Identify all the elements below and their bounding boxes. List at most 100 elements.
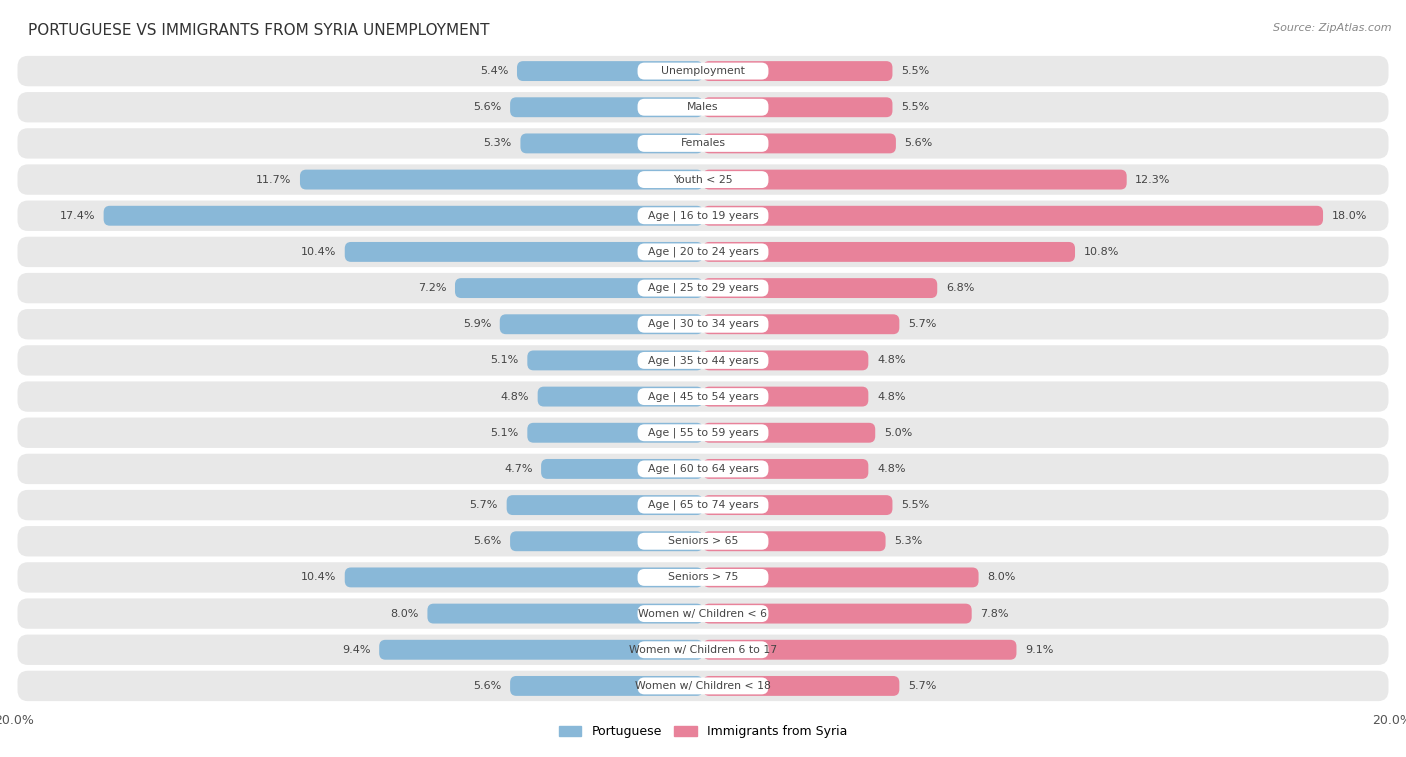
Text: Women w/ Children < 18: Women w/ Children < 18 [636,681,770,691]
Legend: Portuguese, Immigrants from Syria: Portuguese, Immigrants from Syria [554,721,852,743]
FancyBboxPatch shape [510,98,703,117]
FancyBboxPatch shape [17,345,1389,375]
FancyBboxPatch shape [637,63,769,79]
Text: 5.3%: 5.3% [894,536,922,547]
FancyBboxPatch shape [703,531,886,551]
FancyBboxPatch shape [17,634,1389,665]
FancyBboxPatch shape [703,640,1017,659]
Text: Age | 35 to 44 years: Age | 35 to 44 years [648,355,758,366]
FancyBboxPatch shape [637,316,769,333]
Text: 5.6%: 5.6% [474,536,502,547]
FancyBboxPatch shape [637,533,769,550]
FancyBboxPatch shape [703,170,1126,189]
Text: PORTUGUESE VS IMMIGRANTS FROM SYRIA UNEMPLOYMENT: PORTUGUESE VS IMMIGRANTS FROM SYRIA UNEM… [28,23,489,38]
Text: 5.5%: 5.5% [901,66,929,76]
Text: Age | 25 to 29 years: Age | 25 to 29 years [648,283,758,293]
FancyBboxPatch shape [344,568,703,587]
Text: Seniors > 65: Seniors > 65 [668,536,738,547]
FancyBboxPatch shape [703,314,900,334]
Text: 5.4%: 5.4% [479,66,509,76]
Text: 8.0%: 8.0% [391,609,419,618]
Text: Age | 65 to 74 years: Age | 65 to 74 years [648,500,758,510]
FancyBboxPatch shape [703,242,1076,262]
Text: 5.5%: 5.5% [901,500,929,510]
Text: 5.9%: 5.9% [463,319,491,329]
FancyBboxPatch shape [637,171,769,188]
FancyBboxPatch shape [637,424,769,441]
Text: Age | 45 to 54 years: Age | 45 to 54 years [648,391,758,402]
FancyBboxPatch shape [17,164,1389,195]
FancyBboxPatch shape [17,490,1389,520]
Text: 8.0%: 8.0% [987,572,1015,582]
Text: Women w/ Children < 6: Women w/ Children < 6 [638,609,768,618]
FancyBboxPatch shape [637,569,769,586]
FancyBboxPatch shape [637,388,769,405]
FancyBboxPatch shape [637,460,769,478]
FancyBboxPatch shape [637,605,769,622]
Text: 9.4%: 9.4% [342,645,371,655]
Text: 4.8%: 4.8% [877,391,905,401]
FancyBboxPatch shape [637,279,769,297]
FancyBboxPatch shape [703,423,875,443]
Text: 17.4%: 17.4% [59,210,96,221]
Text: 10.8%: 10.8% [1084,247,1119,257]
FancyBboxPatch shape [456,278,703,298]
FancyBboxPatch shape [17,92,1389,123]
Text: Youth < 25: Youth < 25 [673,175,733,185]
FancyBboxPatch shape [637,678,769,694]
FancyBboxPatch shape [299,170,703,189]
Text: Age | 30 to 34 years: Age | 30 to 34 years [648,319,758,329]
Text: 5.7%: 5.7% [908,681,936,691]
FancyBboxPatch shape [637,207,769,224]
FancyBboxPatch shape [17,562,1389,593]
FancyBboxPatch shape [104,206,703,226]
FancyBboxPatch shape [637,135,769,152]
Text: Age | 60 to 64 years: Age | 60 to 64 years [648,464,758,474]
FancyBboxPatch shape [17,598,1389,629]
FancyBboxPatch shape [499,314,703,334]
FancyBboxPatch shape [17,309,1389,339]
FancyBboxPatch shape [527,350,703,370]
FancyBboxPatch shape [17,453,1389,484]
Text: 4.8%: 4.8% [501,391,529,401]
Text: 7.8%: 7.8% [980,609,1008,618]
FancyBboxPatch shape [527,423,703,443]
FancyBboxPatch shape [537,387,703,407]
FancyBboxPatch shape [510,676,703,696]
FancyBboxPatch shape [17,526,1389,556]
Text: Women w/ Children 6 to 17: Women w/ Children 6 to 17 [628,645,778,655]
FancyBboxPatch shape [380,640,703,659]
Text: 6.8%: 6.8% [946,283,974,293]
FancyBboxPatch shape [17,418,1389,448]
Text: Seniors > 75: Seniors > 75 [668,572,738,582]
Text: 12.3%: 12.3% [1135,175,1171,185]
Text: 4.8%: 4.8% [877,464,905,474]
FancyBboxPatch shape [520,133,703,154]
Text: Unemployment: Unemployment [661,66,745,76]
FancyBboxPatch shape [510,531,703,551]
Text: 10.4%: 10.4% [301,572,336,582]
FancyBboxPatch shape [703,387,869,407]
FancyBboxPatch shape [17,382,1389,412]
Text: Source: ZipAtlas.com: Source: ZipAtlas.com [1274,23,1392,33]
FancyBboxPatch shape [637,641,769,659]
FancyBboxPatch shape [637,244,769,260]
FancyBboxPatch shape [17,273,1389,304]
FancyBboxPatch shape [703,495,893,515]
FancyBboxPatch shape [703,603,972,624]
FancyBboxPatch shape [17,201,1389,231]
FancyBboxPatch shape [703,61,893,81]
Text: 5.7%: 5.7% [908,319,936,329]
FancyBboxPatch shape [506,495,703,515]
Text: 5.6%: 5.6% [474,102,502,112]
Text: 5.3%: 5.3% [484,139,512,148]
FancyBboxPatch shape [703,98,893,117]
Text: 5.5%: 5.5% [901,102,929,112]
FancyBboxPatch shape [17,237,1389,267]
FancyBboxPatch shape [517,61,703,81]
FancyBboxPatch shape [17,128,1389,159]
Text: 5.6%: 5.6% [474,681,502,691]
FancyBboxPatch shape [637,352,769,369]
Text: 10.4%: 10.4% [301,247,336,257]
FancyBboxPatch shape [703,459,869,479]
